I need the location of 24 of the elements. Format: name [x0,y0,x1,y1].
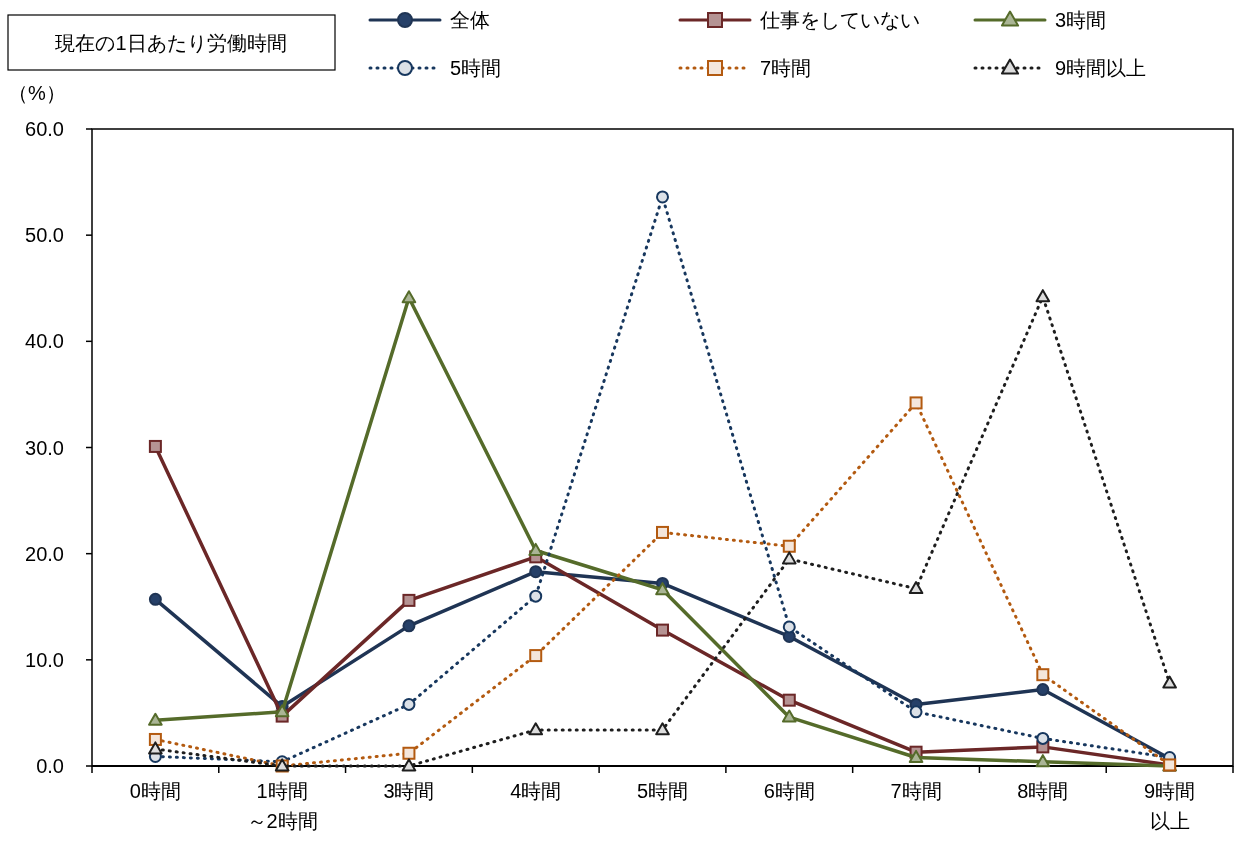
legend-label: 仕事をしていない [759,9,920,31]
y-tick-label: 60.0 [25,118,64,140]
y-axis-title: （%） [8,82,66,104]
x-tick-label: 6時間 [763,780,815,802]
y-tick-label: 50.0 [25,224,64,247]
x-tick-label: 1時間～2時間 [246,780,318,832]
legend-label: 9時間以上 [1055,57,1147,79]
x-tick-label: 8時間 [1017,780,1069,802]
x-tick-label: 5時間 [636,780,689,802]
y-tick-label: 20.0 [25,542,64,565]
legend-label: 3時間 [1055,9,1107,31]
y-tick-label: 40.0 [25,330,64,353]
y-tick-label: 0.0 [36,755,64,777]
x-tick-label: 9時間以上 [1144,780,1196,832]
legend-label: 全体 [450,9,490,31]
legend-label: 7時間 [760,57,812,79]
x-tick-label: 3時間 [383,780,435,802]
x-tick-label: 7時間 [890,780,942,802]
y-tick-label: 10.0 [25,648,64,671]
x-tick-label: 4時間 [510,780,562,802]
legend-title: 現在の1日あたり労働時間 [55,32,287,54]
x-tick-label: 0時間 [129,780,181,802]
y-tick-label: 30.0 [25,436,64,459]
legend-label: 5時間 [450,57,502,79]
